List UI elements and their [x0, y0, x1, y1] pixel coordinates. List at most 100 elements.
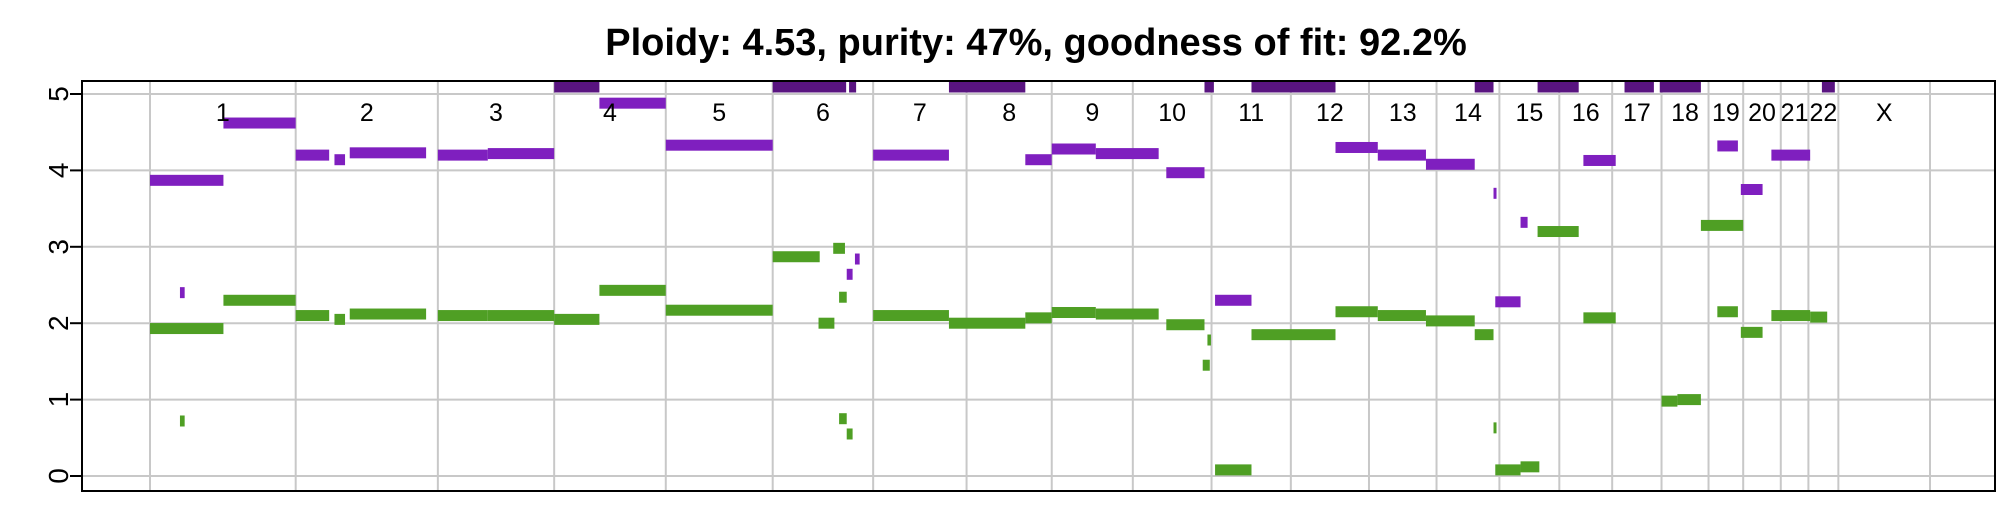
major-segment — [1659, 81, 1701, 93]
minor-segment — [295, 310, 330, 322]
major-segment — [948, 81, 1026, 93]
minor-segment — [223, 294, 296, 306]
minor-segment — [1377, 310, 1426, 322]
minor-segment — [1202, 359, 1210, 371]
chart-title: Ploidy: 4.53, purity: 47%, goodness of f… — [605, 22, 1467, 64]
major-segment — [1624, 81, 1654, 93]
minor-segment — [833, 242, 845, 254]
major-segment — [1583, 154, 1616, 166]
minor-segment — [1583, 312, 1616, 324]
minor-segment — [1495, 464, 1521, 476]
major-segment — [1717, 140, 1738, 152]
chromosome-label-12: 12 — [1316, 99, 1344, 127]
chromosome-label-21: 21 — [1781, 99, 1809, 127]
minor-segment — [150, 323, 224, 335]
chromosome-label-18: 18 — [1671, 99, 1699, 127]
major-segment — [334, 154, 346, 166]
minor-segment — [1717, 306, 1738, 318]
chromosome-label-X: X — [1876, 99, 1893, 127]
chromosome-label-14: 14 — [1454, 99, 1482, 127]
plot-frame — [81, 80, 1996, 492]
minor-segment — [334, 313, 346, 325]
minor-segment — [1661, 395, 1678, 407]
minor-segment — [1677, 394, 1701, 406]
minor-segment — [1537, 226, 1579, 238]
major-segment — [1474, 81, 1494, 93]
minor-segment — [1335, 306, 1378, 318]
major-segment — [1495, 296, 1521, 308]
minor-segment — [1051, 307, 1096, 319]
major-segment — [1821, 81, 1835, 93]
major-segment — [179, 287, 185, 299]
major-segment — [1095, 148, 1159, 160]
major-segment — [665, 139, 773, 151]
major-segment — [349, 147, 427, 159]
y-tick-label: 3 — [43, 239, 74, 255]
major-segment — [854, 253, 860, 265]
major-segment — [487, 148, 555, 160]
chromosome-label-9: 9 — [1085, 99, 1099, 127]
chromosome-label-22: 22 — [1809, 99, 1837, 127]
minor-segment — [487, 310, 555, 322]
minor-segment — [1771, 310, 1811, 322]
minor-segment — [818, 317, 835, 329]
chromosome-label-7: 7 — [913, 99, 927, 127]
major-segment — [1493, 187, 1497, 199]
major-segment — [150, 174, 224, 186]
minor-segment — [1493, 422, 1497, 434]
major-segment — [1215, 294, 1252, 306]
major-segment — [1025, 154, 1052, 166]
major-segment — [223, 117, 296, 129]
minor-segment — [1810, 311, 1828, 323]
grid — [82, 81, 1995, 491]
minor-segment — [437, 310, 488, 322]
major-segment — [849, 81, 857, 93]
major-segment — [1204, 81, 1214, 93]
minor-segment — [846, 428, 853, 440]
chromosome-label-16: 16 — [1572, 99, 1600, 127]
minor-segment — [179, 415, 185, 427]
chromosome-label-2: 2 — [360, 99, 374, 127]
major-segment — [1771, 149, 1811, 161]
major-segment — [1377, 149, 1426, 161]
minor-segment — [873, 310, 949, 322]
minor-segment — [839, 413, 847, 425]
y-tick-label: 1 — [43, 392, 74, 408]
chromosome-label-13: 13 — [1389, 99, 1417, 127]
y-tick-label: 2 — [43, 315, 74, 331]
y-tick-label: 4 — [43, 163, 74, 179]
major-segment — [873, 149, 949, 161]
y-tick-label: 0 — [43, 468, 74, 484]
chromosome-label-6: 6 — [816, 99, 830, 127]
major-segment — [554, 81, 600, 93]
chromosome-label-19: 19 — [1712, 99, 1740, 127]
minor-segment — [554, 313, 600, 325]
minor-segment — [1025, 312, 1052, 324]
minor-segment — [1095, 308, 1159, 320]
major-segment — [1425, 158, 1475, 170]
minor-segment — [1700, 219, 1744, 231]
chromosome-label-11: 11 — [1238, 99, 1264, 127]
y-tick-label: 5 — [43, 86, 74, 102]
minor-segment — [948, 317, 1026, 329]
chromosome-label-1: 1 — [216, 99, 230, 127]
major-segment — [1166, 167, 1205, 179]
chromosome-labels: 1 2 3 4 5 6 7 8 9 10 11 12 13 14 15 16 17 18 19 20 21 22 X — [216, 99, 1893, 127]
minor-segment — [1474, 329, 1494, 341]
minor-segment — [1425, 315, 1475, 327]
major-segment — [772, 81, 847, 93]
minor-segment — [665, 304, 773, 316]
y-axis: 0 1 2 3 4 5 — [43, 86, 83, 484]
chromosome-label-17: 17 — [1623, 99, 1651, 127]
minor-segment — [772, 251, 820, 263]
minor-segment — [1215, 464, 1252, 476]
chromosome-label-4: 4 — [603, 99, 617, 127]
chromosome-label-5: 5 — [712, 99, 726, 127]
major-segment — [1537, 81, 1579, 93]
major-segment — [1251, 81, 1336, 93]
minor-segment — [1166, 319, 1205, 331]
chromosome-label-20: 20 — [1748, 99, 1776, 127]
minor-segment — [1740, 326, 1763, 338]
chromosome-label-8: 8 — [1002, 99, 1016, 127]
